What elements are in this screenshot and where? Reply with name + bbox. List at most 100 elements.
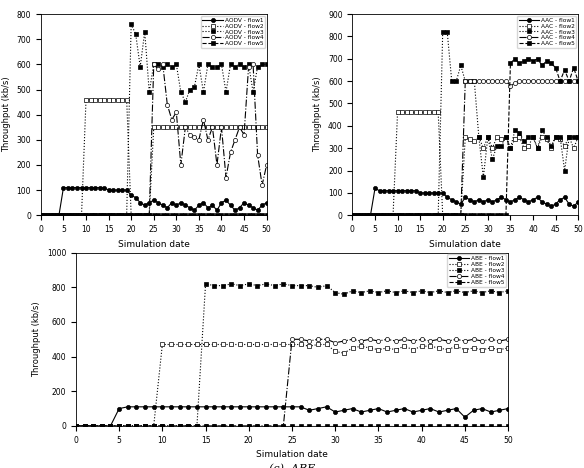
AAC - flow3 — [570, 134, 577, 140]
AAC - flow2 — [421, 110, 428, 115]
ABE - flow4 — [168, 423, 175, 429]
AAC - flow2 — [575, 134, 582, 140]
AODV - flow3 — [87, 212, 94, 218]
Y-axis label: Throughput (kb/s): Throughput (kb/s) — [32, 301, 41, 377]
AAC - flow5 — [416, 212, 423, 218]
Legend: ABE - flow1, ABE - flow2, ABE - flow3, ABE - flow4, ABE - flow5: ABE - flow1, ABE - flow2, ABE - flow3, A… — [447, 255, 506, 287]
ABE - flow3 — [72, 423, 79, 429]
AODV - flow4 — [87, 212, 94, 218]
AODV - flow4 — [150, 61, 157, 67]
AAC - flow2 — [426, 110, 433, 115]
AAC - flow3 — [575, 134, 582, 140]
ABE - flow4 — [72, 423, 79, 429]
ABE - flow1 — [505, 406, 512, 411]
AODV - flow1 — [191, 207, 198, 213]
AAC - flow1 — [349, 212, 356, 218]
AAC - flow3 — [439, 29, 446, 35]
AAC - flow1 — [502, 197, 509, 203]
ABE - flow5 — [72, 423, 79, 429]
AODV - flow1 — [204, 205, 211, 211]
AODV - flow3 — [105, 212, 112, 218]
AAC - flow4 — [502, 78, 509, 84]
AAC - flow4 — [575, 78, 582, 84]
Y-axis label: Throughput (kb/s): Throughput (kb/s) — [2, 77, 11, 153]
AAC - flow1 — [516, 195, 523, 200]
AODV - flow1 — [37, 212, 44, 218]
ABE - flow4 — [288, 336, 296, 342]
AAC - flow4 — [570, 78, 577, 84]
AAC - flow2 — [403, 110, 410, 115]
Y-axis label: Throughput (kb/s): Throughput (kb/s) — [314, 77, 322, 153]
AAC - flow2 — [516, 134, 523, 140]
AAC - flow5 — [498, 212, 505, 218]
ABE - flow1 — [124, 404, 131, 410]
AAC - flow2 — [394, 110, 401, 115]
AODV - flow2 — [259, 124, 266, 130]
ABE - flow2 — [72, 423, 79, 429]
Line: AODV - flow3: AODV - flow3 — [39, 22, 269, 217]
ABE - flow4 — [366, 336, 373, 342]
AODV - flow1 — [110, 187, 117, 193]
ABE - flow1 — [392, 408, 399, 413]
AAC - flow5 — [398, 212, 405, 218]
AAC - flow3 — [421, 212, 428, 218]
AODV - flow2 — [204, 124, 211, 130]
AAC - flow4 — [421, 212, 428, 218]
AAC - flow2 — [570, 146, 577, 151]
AAC - flow1 — [426, 190, 433, 196]
AAC - flow4 — [416, 212, 423, 218]
AODV - flow3 — [263, 61, 270, 67]
ABE - flow1 — [176, 404, 183, 410]
AAC - flow1 — [403, 188, 410, 193]
AAC - flow5 — [421, 212, 428, 218]
Line: AODV - flow2: AODV - flow2 — [39, 97, 269, 217]
ABE - flow2 — [366, 345, 373, 351]
AODV - flow5 — [105, 212, 112, 218]
ABE - flow3 — [220, 283, 227, 288]
AODV - flow4 — [259, 182, 266, 188]
Legend: AODV - flow1, AODV - flow2, AODV - flow3, AODV - flow4, AODV - flow5: AODV - flow1, AODV - flow2, AODV - flow3… — [200, 16, 265, 48]
AAC - flow5 — [575, 78, 582, 84]
Line: AODV - flow1: AODV - flow1 — [39, 185, 269, 217]
Line: AODV - flow5: AODV - flow5 — [39, 213, 269, 217]
Line: ABE - flow4: ABE - flow4 — [74, 337, 510, 428]
ABE - flow2 — [176, 342, 183, 347]
AODV - flow3 — [204, 61, 211, 67]
AAC - flow3 — [502, 134, 509, 140]
Line: AAC - flow4: AAC - flow4 — [350, 79, 580, 217]
AAC - flow2 — [502, 134, 509, 140]
ABE - flow4 — [505, 336, 512, 342]
AODV - flow1 — [114, 187, 121, 193]
ABE - flow1 — [366, 408, 373, 413]
ABE - flow2 — [496, 347, 503, 352]
AODV - flow5 — [186, 212, 193, 218]
ABE - flow3 — [392, 290, 399, 295]
ABE - flow1 — [211, 404, 218, 410]
AAC - flow4 — [462, 78, 469, 84]
AODV - flow2 — [92, 97, 99, 102]
AAC - flow5 — [570, 65, 577, 71]
AODV - flow2 — [191, 124, 198, 130]
ABE - flow3 — [496, 290, 503, 295]
ABE - flow5 — [211, 423, 218, 429]
AAC - flow1 — [570, 204, 577, 209]
Text: (b)  AAC: (b) AAC — [442, 260, 489, 270]
Line: ABE - flow2: ABE - flow2 — [74, 343, 510, 428]
AODV - flow5 — [263, 212, 270, 218]
Line: AODV - flow4: AODV - flow4 — [39, 62, 269, 217]
Line: AAC - flow3: AAC - flow3 — [350, 30, 580, 217]
AODV - flow2 — [37, 212, 44, 218]
Line: AAC - flow5: AAC - flow5 — [350, 57, 580, 217]
AODV - flow3 — [37, 212, 44, 218]
AAC - flow3 — [416, 212, 423, 218]
AODV - flow4 — [263, 162, 270, 168]
AODV - flow1 — [60, 185, 67, 190]
AODV - flow3 — [110, 212, 117, 218]
Text: (c)  ABE: (c) ABE — [269, 464, 315, 468]
ABE - flow2 — [392, 347, 399, 352]
AODV - flow4 — [191, 134, 198, 140]
AAC - flow3 — [516, 130, 523, 135]
ABE - flow5 — [202, 423, 209, 429]
AODV - flow4 — [110, 212, 117, 218]
AAC - flow3 — [398, 212, 405, 218]
